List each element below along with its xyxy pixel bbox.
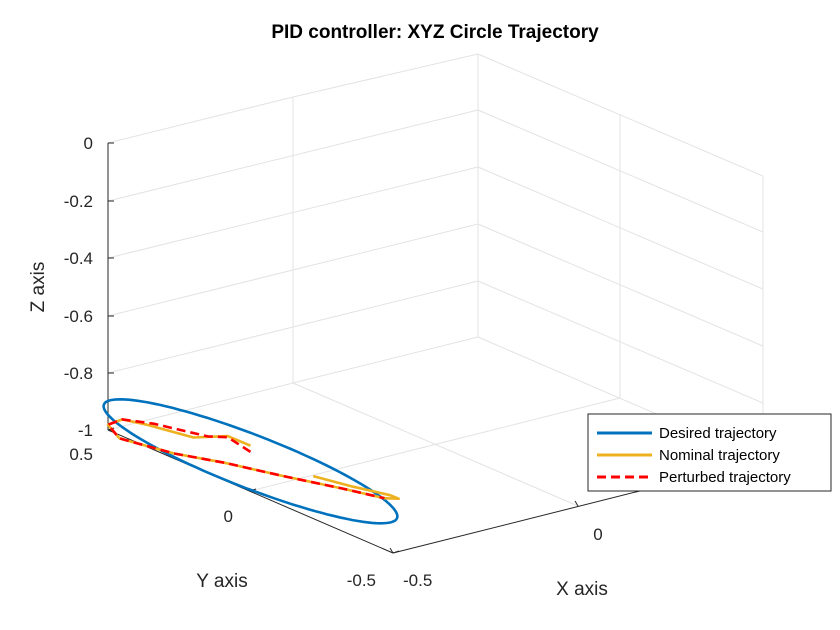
x-tick-label: -0.5	[403, 571, 432, 590]
legend-label-desired: Desired trajectory	[659, 425, 777, 442]
z-tick-label: -0.6	[64, 307, 93, 326]
z-tick-label: -1	[78, 421, 93, 440]
legend: Desired trajectory Nominal trajectory Pe…	[587, 413, 832, 492]
x-axis-label: X axis	[556, 579, 608, 600]
z-tick-label: 0	[84, 134, 93, 153]
y-axis-label: Y axis	[196, 571, 247, 592]
y-tick-label: -0.5	[347, 571, 376, 590]
series-line-desired-trajectory	[102, 397, 399, 525]
legend-label-perturbed: Perturbed trajectory	[659, 469, 791, 486]
grid-floor	[249, 397, 621, 492]
legend-label-nominal: Nominal trajectory	[659, 447, 780, 464]
y-tick-mark	[392, 550, 400, 554]
y-tick-label: 0.5	[69, 445, 93, 464]
x-tick-mark	[574, 500, 579, 507]
z-tick-label: -0.8	[64, 364, 93, 383]
z-axis-label: Z axis	[28, 262, 49, 313]
series-line-nominal-trajectory	[106, 418, 401, 501]
x-tick-mark	[389, 547, 394, 554]
tick-labels: 0 -0.2 -0.4 -0.6 -0.8 -1 0.5 0 -0.5 -0.5…	[64, 134, 603, 590]
y-tick-label: 0	[224, 507, 233, 526]
z-tick-label: -0.4	[64, 249, 93, 268]
y-axis-line	[107, 429, 394, 554]
x-tick-label: 0	[593, 525, 602, 544]
series-layer	[102, 397, 401, 525]
z-tick-label: -0.2	[64, 192, 93, 211]
chart-title: PID controller: XYZ Circle Trajectory	[271, 22, 599, 43]
series-line-perturbed-trajectory	[106, 418, 385, 500]
